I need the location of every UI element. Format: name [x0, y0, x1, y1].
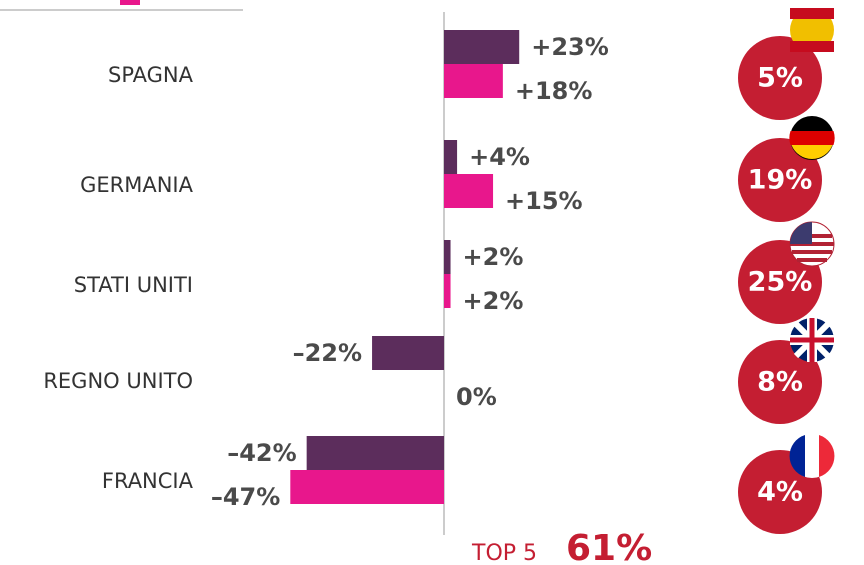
flag-de-mid [789, 131, 835, 145]
value-label: +15% [505, 187, 583, 215]
category-label: FRANCIA [102, 469, 194, 493]
bar [372, 336, 444, 370]
share-label: 19% [748, 165, 813, 196]
flag-us-canton [790, 222, 812, 244]
category-label: GERMANIA [80, 173, 194, 197]
legend-swatch [120, 0, 140, 5]
share-label: 8% [757, 367, 803, 398]
share-bubble [738, 36, 822, 120]
flag-fr-blue [789, 435, 805, 477]
share-bubble [738, 340, 822, 424]
flag-es-bottom [790, 41, 834, 52]
share-label: 25% [748, 267, 813, 298]
share-bubble [738, 138, 822, 222]
value-label: –22% [293, 339, 362, 367]
bar [444, 240, 451, 274]
bar [444, 274, 451, 308]
flag-fr-red [819, 435, 835, 477]
share-label: 5% [757, 63, 803, 94]
value-label: –47% [211, 483, 280, 511]
flag-uk-cross [790, 318, 834, 362]
total-label: TOP 5 [471, 541, 537, 565]
value-label: 0% [456, 383, 497, 411]
bar [444, 64, 503, 98]
value-label: +2% [463, 243, 524, 271]
value-label: +23% [531, 33, 609, 61]
value-label: +4% [469, 143, 530, 171]
bar [444, 30, 520, 64]
category-label: REGNO UNITO [43, 369, 193, 393]
flag-es-top [790, 8, 834, 19]
category-label: STATI UNITI [74, 273, 193, 297]
total-value: 61% [566, 528, 652, 565]
value-label: –42% [227, 439, 296, 467]
bar [290, 470, 444, 504]
value-label: +2% [463, 287, 524, 315]
bar [444, 174, 494, 208]
flags [789, 8, 835, 478]
bar [306, 436, 444, 470]
flag-de-bottom [791, 145, 833, 160]
bar [444, 140, 458, 174]
share-label: 4% [757, 477, 803, 508]
value-label: +18% [515, 77, 593, 105]
category-label: SPAGNA [108, 63, 194, 87]
